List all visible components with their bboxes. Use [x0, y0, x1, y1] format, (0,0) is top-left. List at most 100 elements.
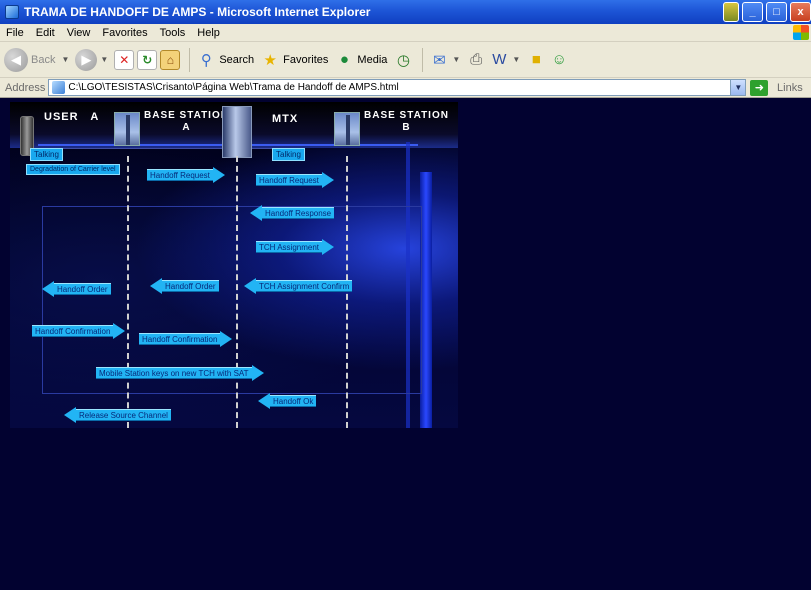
mtx-building-icon — [222, 106, 252, 158]
messenger-icon[interactable]: ☺ — [551, 51, 567, 68]
back-label: Back — [31, 53, 56, 66]
arrow-left-icon — [64, 407, 76, 423]
edit-dropdown-icon[interactable]: ▼ — [512, 55, 521, 64]
talking-tag-right: Talking — [272, 148, 305, 161]
decorative-bar-2 — [406, 142, 410, 428]
menu-bar: File Edit View Favorites Tools Help — [0, 24, 811, 42]
msg-handoff-request-2-label: Handoff Request — [256, 174, 322, 186]
msg-handoff-confirmation-2: Handoff Confirmation — [139, 331, 233, 347]
back-arrow-icon: ◀ — [4, 47, 28, 72]
go-arrow-icon: ➜ — [750, 79, 769, 96]
arrow-right-icon — [322, 239, 335, 255]
header-base-station-a: BASE STATION A — [144, 110, 229, 133]
address-dropdown-icon[interactable]: ▼ — [730, 80, 746, 95]
refresh-button[interactable]: ↻ — [137, 49, 158, 70]
menu-edit[interactable]: Edit — [35, 26, 55, 39]
arrow-left-icon — [42, 281, 54, 297]
msg-handoff-confirmation-1: Handoff Confirmation — [32, 323, 126, 339]
mail-dropdown-icon[interactable]: ▼ — [452, 55, 461, 64]
decorative-bar — [420, 172, 432, 428]
search-icon: ⚲ — [200, 51, 212, 69]
address-input[interactable]: C:\LGO\TESISTAS\Crisanto\Página Web\Tram… — [48, 79, 747, 96]
star-icon: ★ — [263, 51, 277, 69]
arrow-left-icon — [258, 393, 270, 409]
degradation-tag: Degradation of Carrier level — [26, 164, 120, 175]
media-icon: ● — [339, 51, 349, 68]
windows-logo-icon — [793, 25, 809, 40]
window-controls: _ □ x — [723, 2, 811, 22]
arrow-right-icon — [113, 323, 126, 339]
stop-button[interactable]: ✕ — [114, 49, 135, 70]
lifeline-base-b — [346, 156, 348, 428]
base-station-a-icon — [114, 112, 140, 146]
mobile-phone-icon — [20, 116, 34, 156]
msg-handoff-confirmation-1-label: Handoff Confirmation — [32, 325, 114, 337]
toolbar-separator-2 — [422, 47, 424, 72]
msg-release-source-label: Release Source Channel — [76, 409, 171, 421]
arrow-left-icon — [150, 278, 162, 294]
search-label: Search — [219, 53, 255, 66]
msg-handoff-order-1-label: Handoff Order — [54, 283, 111, 295]
forward-button[interactable]: ▶ — [75, 48, 98, 71]
page-content: USER A BASE STATION A MTX BASE STATION B… — [0, 98, 811, 590]
arrow-right-icon — [251, 365, 264, 381]
mail-icon[interactable]: ✉ — [433, 51, 446, 69]
msg-handoff-request-1: Handoff Request — [147, 167, 225, 183]
msg-mobile-keys: Mobile Station keys on new TCH with SAT — [96, 365, 264, 381]
forward-dropdown-icon[interactable]: ▼ — [100, 55, 109, 64]
address-bar: Address C:\LGO\TESISTAS\Crisanto\Página … — [0, 78, 811, 98]
close-button[interactable]: x — [790, 2, 811, 22]
address-value: C:\LGO\TESISTAS\Crisanto\Página Web\Tram… — [68, 82, 399, 93]
print-icon[interactable]: ⎙ — [470, 51, 483, 68]
header-line-2 — [38, 148, 288, 149]
address-label: Address — [5, 81, 46, 94]
back-dropdown-icon[interactable]: ▼ — [61, 55, 70, 64]
favorites-label: Favorites — [283, 53, 329, 66]
lifeline-mtx — [236, 156, 238, 428]
ie-icon — [5, 5, 19, 19]
header-base-station-b: BASE STATION B — [364, 110, 449, 133]
header-mtx: MTX — [272, 113, 299, 125]
msg-handoff-order-1: Handoff Order — [42, 281, 111, 297]
minimize-button[interactable]: _ — [742, 2, 763, 22]
menu-tools[interactable]: Tools — [159, 26, 186, 39]
msg-handoff-confirmation-2-label: Handoff Confirmation — [139, 333, 221, 345]
media-button[interactable]: ● Media — [334, 50, 388, 70]
header-user-a: USER A — [44, 111, 100, 123]
discuss-icon[interactable]: ■ — [531, 51, 541, 68]
media-label: Media — [357, 53, 388, 66]
arrow-right-icon — [212, 167, 225, 183]
menu-view[interactable]: View — [66, 26, 91, 39]
maximize-button[interactable]: □ — [766, 2, 787, 22]
msg-handoff-request-2: Handoff Request — [256, 172, 334, 188]
edit-word-icon[interactable]: W — [492, 51, 507, 68]
menu-help[interactable]: Help — [197, 26, 220, 39]
msg-handoff-response-label: Handoff Response — [262, 207, 335, 219]
title-bar: TRAMA DE HANDOFF DE AMPS - Microsoft Int… — [0, 0, 811, 24]
arrow-right-icon — [321, 172, 334, 188]
msg-tch-assignment-label: TCH Assignment — [256, 241, 323, 253]
home-button[interactable]: ⌂ — [160, 49, 181, 70]
page-icon — [52, 81, 66, 94]
talking-tag-left: Talking — [30, 148, 63, 161]
arrow-right-icon — [220, 331, 233, 347]
diagram-frame — [42, 206, 422, 394]
msg-tch-assignment-confirm-label: TCH Assignment Confirm — [256, 280, 353, 292]
msg-tch-assignment: TCH Assignment — [256, 239, 335, 255]
msg-mobile-keys-label: Mobile Station keys on new TCH with SAT — [96, 367, 252, 379]
msg-handoff-order-2: Handoff Order — [150, 278, 219, 294]
lifeline-base-a — [127, 156, 129, 428]
arrow-left-icon — [244, 278, 256, 294]
go-button[interactable]: ➜ Go — [750, 79, 769, 96]
menu-file[interactable]: File — [6, 26, 24, 39]
favorites-button[interactable]: ★ Favorites — [260, 50, 328, 70]
menu-favorites[interactable]: Favorites — [102, 26, 148, 39]
msg-handoff-request-1-label: Handoff Request — [147, 169, 213, 181]
window-title: TRAMA DE HANDOFF DE AMPS - Microsoft Int… — [24, 5, 371, 19]
search-button[interactable]: ⚲ Search — [196, 50, 254, 70]
history-icon[interactable]: ◷ — [396, 51, 410, 69]
back-button[interactable]: ◀ Back — [4, 47, 56, 72]
links-button[interactable]: Links — [777, 81, 803, 94]
toolbar-extension-icon[interactable] — [723, 2, 739, 22]
toolbar-separator — [189, 47, 191, 72]
